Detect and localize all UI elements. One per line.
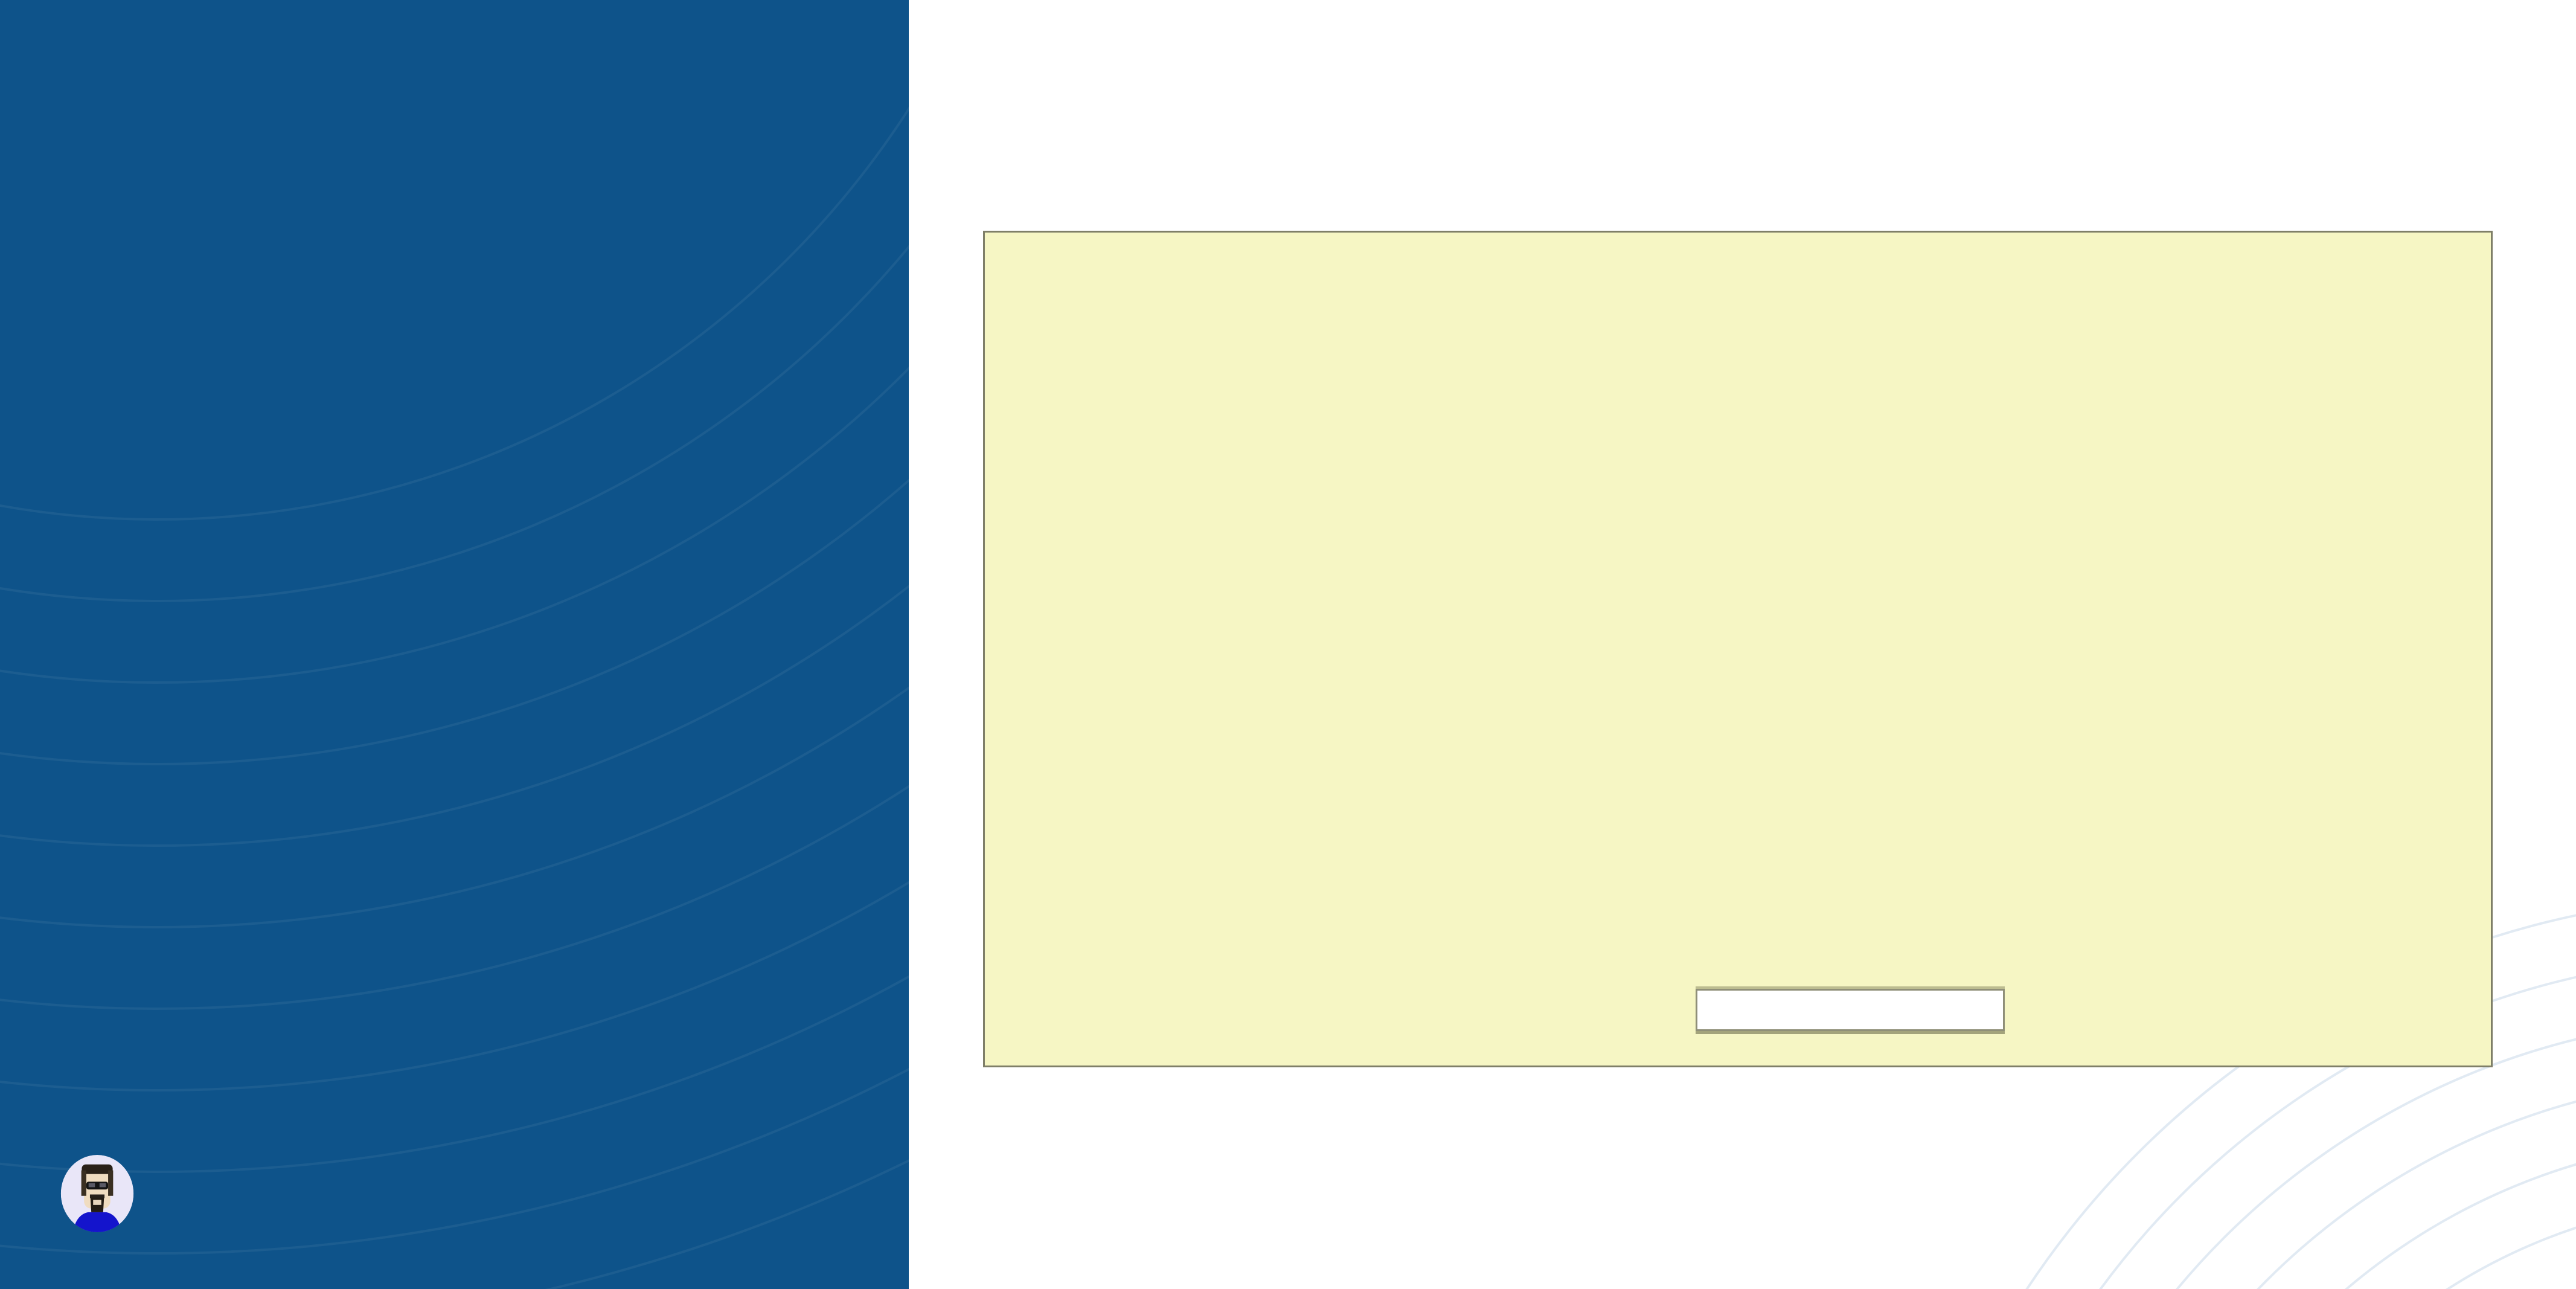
human-capital-marker-icon [1719, 999, 1780, 1021]
chart-canvas [985, 233, 2491, 1066]
financial-capital-marker-icon [1817, 999, 1877, 1021]
legend-item-total-wealth [1915, 999, 1981, 1021]
kitces-avatar [60, 1155, 134, 1232]
legend-box [1696, 989, 2005, 1031]
chart-legend [1227, 989, 2473, 1031]
legend-item-human-capital [1719, 999, 1786, 1021]
total-wealth-marker-icon [1915, 999, 1975, 1021]
left-panel [0, 0, 909, 1289]
brand [60, 1155, 167, 1232]
wealth-trajectory-chart [983, 231, 2493, 1067]
legend-item-financial-capital [1817, 999, 1883, 1021]
